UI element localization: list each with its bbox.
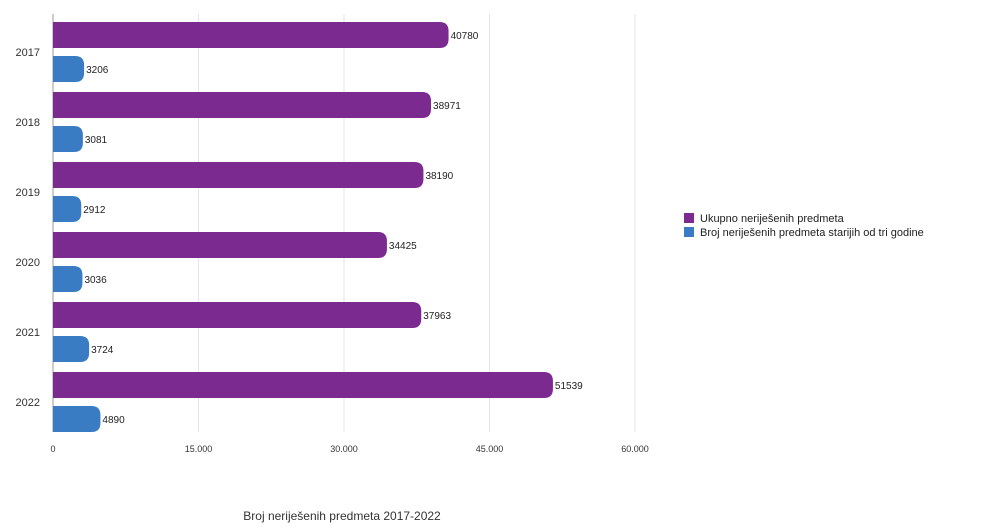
data-label: 34425 — [389, 241, 417, 252]
x-tick-label: 0 — [50, 444, 55, 454]
data-label: 3724 — [91, 345, 114, 356]
y-category-label: 2022 — [16, 397, 40, 409]
labels: 40780 3206 2017 38971 3081 2018 38190 2912 2019 3… — [16, 31, 584, 426]
bar-total — [53, 162, 424, 188]
bar-total — [53, 92, 432, 118]
y-category-label: 2019 — [16, 187, 40, 199]
legend-label: Ukupno neriješenih predmeta — [700, 213, 845, 225]
data-label: 38971 — [433, 101, 461, 112]
data-label: 3081 — [85, 135, 108, 146]
y-category-label: 2017 — [16, 47, 40, 59]
bar-total — [53, 232, 387, 258]
bars — [53, 22, 553, 432]
x-tick-label: 60.000 — [621, 444, 649, 454]
legend-swatch — [684, 227, 694, 237]
x-tick-label: 30.000 — [330, 444, 358, 454]
data-label: 40780 — [451, 31, 479, 42]
data-label: 3036 — [84, 275, 107, 286]
legend-label: Broj neriješenih predmeta starijih od tr… — [700, 227, 924, 239]
bar-older-than-three-years — [53, 126, 83, 152]
x-tick-label: 15.000 — [185, 444, 213, 454]
y-category-label: 2021 — [16, 327, 40, 339]
bar-older-than-three-years — [53, 56, 85, 82]
x-axis: 0 15.000 30.000 45.000 60.000 — [50, 444, 648, 454]
x-tick-label: 45.000 — [476, 444, 504, 454]
data-label: 3206 — [86, 65, 109, 76]
bar-older-than-three-years — [53, 336, 90, 362]
data-label: 2912 — [83, 205, 106, 216]
bar-older-than-three-years — [53, 266, 83, 292]
y-category-label: 2018 — [16, 117, 40, 129]
data-label: 4890 — [102, 415, 125, 426]
bar-older-than-three-years — [53, 196, 82, 222]
data-label: 38190 — [425, 171, 453, 182]
bar-older-than-three-years — [53, 406, 101, 432]
grid-lines — [52, 14, 636, 432]
data-label: 37963 — [423, 311, 451, 322]
legend-swatch — [684, 213, 694, 223]
bar-total — [53, 302, 422, 328]
legend: Ukupno neriješenih predmeta Broj neriješe… — [684, 213, 924, 239]
y-category-label: 2020 — [16, 257, 40, 269]
bar-total — [53, 22, 449, 48]
bar-total — [53, 372, 553, 398]
chart-title: Broj neriješenih predmeta 2017-2022 — [243, 509, 441, 523]
data-label: 51539 — [555, 381, 583, 392]
